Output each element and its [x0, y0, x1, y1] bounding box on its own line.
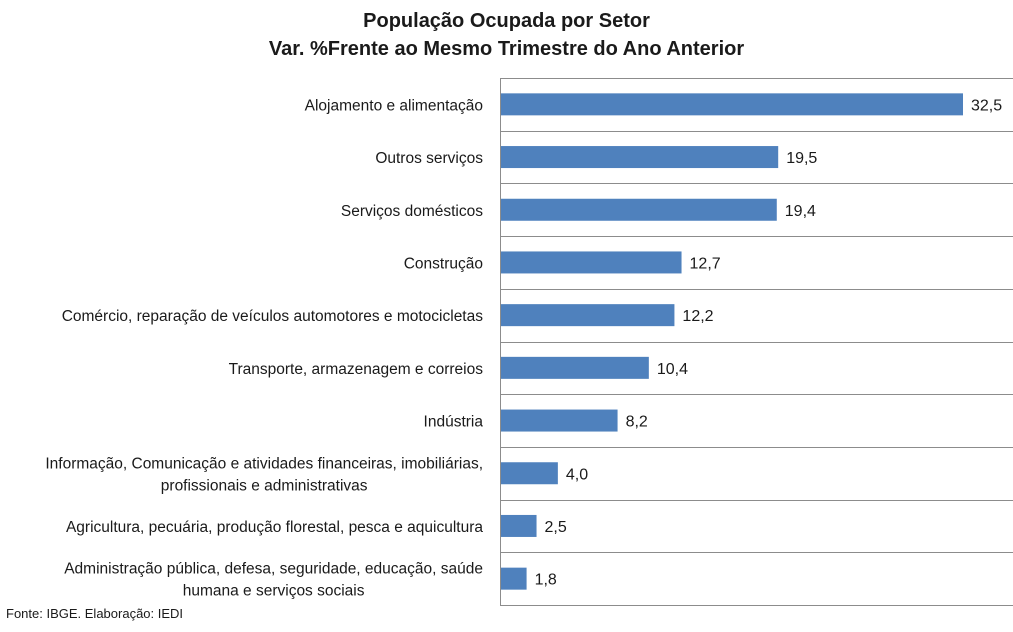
category-label: Serviços domésticos	[341, 203, 483, 220]
data-label: 32,5	[971, 97, 1002, 114]
data-label: 19,4	[785, 203, 816, 220]
category-label: profissionais e administrativas	[161, 477, 368, 494]
category-label: Outros serviços	[375, 150, 483, 167]
data-label: 2,5	[545, 519, 567, 536]
category-label: humana e serviços sociais	[183, 583, 365, 600]
category-label: Construção	[404, 255, 483, 272]
data-label: 10,4	[657, 361, 688, 378]
category-label: Informação, Comunicação e atividades fin…	[45, 455, 483, 472]
source-note: Fonte: IBGE. Elaboração: IEDI	[6, 606, 184, 621]
category-label: Alojamento e alimentação	[305, 97, 483, 114]
bar-9	[501, 514, 537, 537]
bar-10	[501, 567, 527, 590]
data-label: 12,7	[690, 255, 721, 272]
bar-8	[501, 462, 558, 485]
category-label: Administração pública, defesa, seguridad…	[64, 561, 483, 578]
category-label: Transporte, armazenagem e correios	[229, 361, 484, 378]
category-label: Comércio, reparação de veículos automoto…	[62, 308, 484, 325]
category-label: Agricultura, pecuária, produção floresta…	[66, 519, 483, 536]
data-label: 19,5	[786, 150, 817, 167]
data-label: 1,8	[535, 572, 557, 589]
bar-1	[501, 93, 963, 116]
bar-2	[501, 146, 779, 169]
chart-subtitle: Var. %Frente ao Mesmo Trimestre do Ano A…	[268, 38, 745, 60]
bar-5	[501, 304, 675, 327]
data-label: 12,2	[682, 308, 713, 325]
category-label: Indústria	[424, 414, 484, 431]
bar-3	[501, 198, 777, 221]
chart-title: População Ocupada por Setor	[363, 10, 650, 32]
bar-7	[501, 409, 618, 432]
data-label: 8,2	[626, 414, 648, 431]
bar-4	[501, 251, 682, 274]
data-label: 4,0	[566, 466, 588, 483]
bar-6	[501, 356, 649, 379]
